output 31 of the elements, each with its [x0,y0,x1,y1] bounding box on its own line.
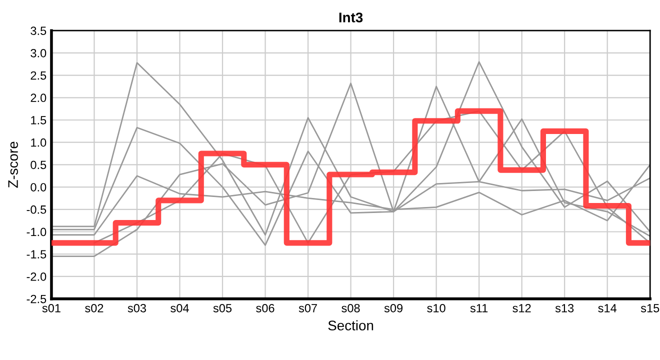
x-tick-label: s06 [256,304,274,312]
x-tick-label: s13 [555,304,574,312]
y-tick-label: 2.5 [30,71,46,80]
x-tick-label: s12 [512,304,531,312]
y-tick-label: 2.0 [30,94,46,102]
y-tick-label: 1.0 [31,138,46,147]
y-tick-label: 3.5 [30,26,46,35]
x-tick-label: s10 [427,304,446,312]
y-tick-label: -2.0 [26,272,46,281]
x-tick-label: s15 [640,304,660,312]
x-tick-label: s02 [85,304,104,312]
y-tick-label: -2.5 [26,294,46,304]
y-tick-label: -1.5 [26,250,46,258]
y-tick-label: -1.0 [26,228,46,236]
x-tick-label: s14 [598,304,617,312]
y-tick-label: -0.5 [26,205,46,214]
x-axis-title: Section [328,320,374,330]
x-tick-label: s07 [298,304,317,312]
y-tick-label: 0.5 [30,160,46,170]
y-tick-label: 3.0 [30,48,46,58]
x-tick-label: s09 [384,304,403,312]
x-tick-label: s11 [470,304,488,312]
x-tick-label: s04 [170,304,189,312]
y-axis-title: Z-score [8,142,18,188]
x-tick-label: s03 [128,304,146,312]
x-tick-label: s05 [213,304,232,312]
chart-title: Int3 [339,12,363,22]
x-tick-label: s01 [42,304,60,312]
y-tick-label: 0.0 [30,183,46,192]
x-tick-label: s08 [342,304,360,312]
y-tick-label: 1.5 [31,116,46,124]
